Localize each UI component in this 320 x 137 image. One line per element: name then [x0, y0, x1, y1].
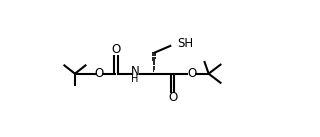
Text: N: N [131, 65, 140, 78]
Text: O: O [168, 91, 177, 104]
Text: O: O [187, 67, 196, 80]
Text: SH: SH [178, 37, 194, 50]
Text: O: O [112, 43, 121, 56]
Text: H: H [132, 74, 139, 84]
Text: O: O [94, 67, 104, 80]
